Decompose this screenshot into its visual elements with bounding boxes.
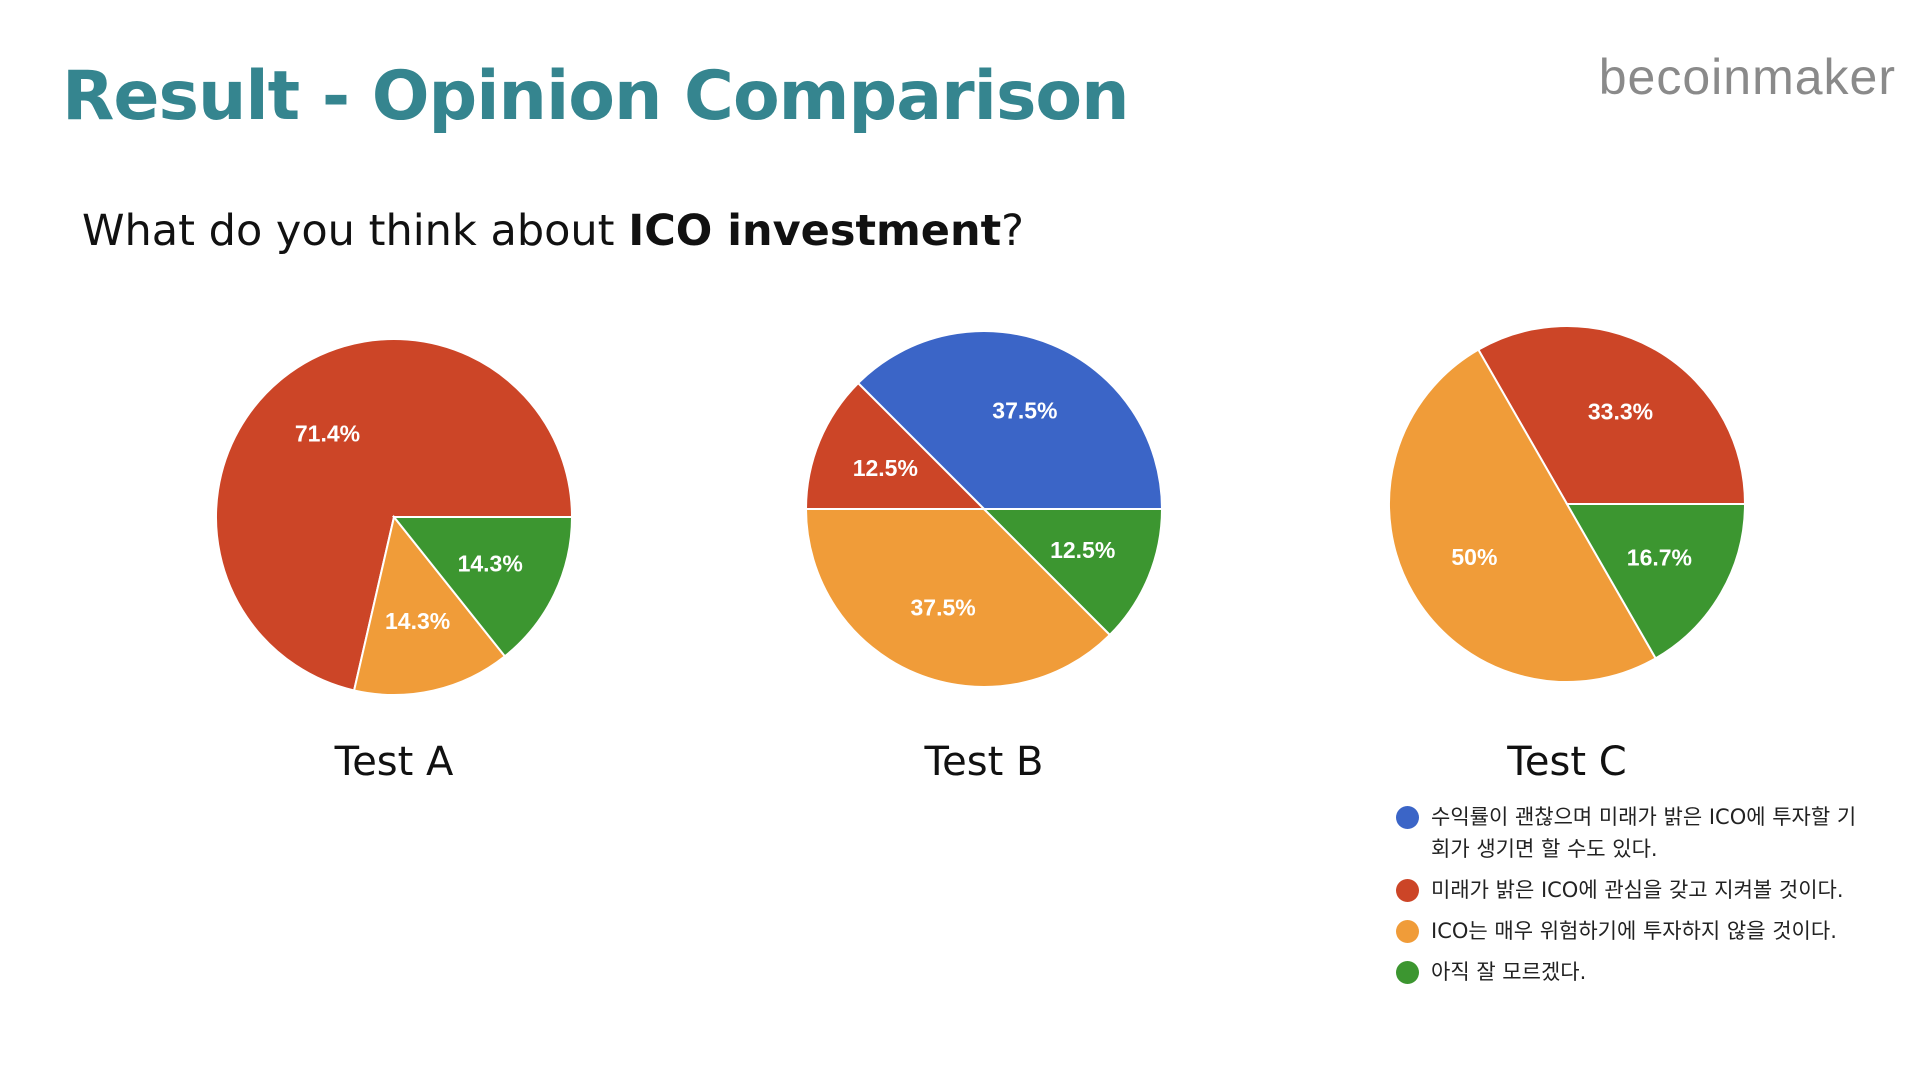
slice-label: 14.3% — [385, 608, 450, 634]
legend-item: 미래가 밝은 ICO에 관심을 갖고 지켜볼 것이다. — [1396, 874, 1866, 906]
question-prefix: What do you think about — [82, 206, 629, 256]
slice-label: 50% — [1451, 544, 1497, 570]
pie-slice — [391, 516, 574, 658]
slice-label: 37.5% — [992, 397, 1057, 423]
legend-swatch — [1396, 879, 1419, 902]
pie-slice — [856, 330, 1164, 510]
question-bold: ICO investment — [628, 206, 1002, 256]
pie-slice — [1387, 348, 1658, 683]
legend-swatch — [1396, 920, 1419, 943]
pie-chart-test-a: 71.4% 14.3% 14.3% Test A — [215, 338, 574, 785]
pie-slice — [352, 514, 507, 696]
legend-label: ICO는 매우 위험하기에 투자하지 않을 것이다. — [1431, 919, 1837, 943]
slice-label: 12.5% — [853, 455, 918, 481]
legend-swatch — [1396, 961, 1419, 984]
chart-title: Test C — [1506, 739, 1626, 785]
slice-label: 14.3% — [458, 550, 523, 576]
pie-slice — [215, 338, 574, 692]
legend-item: 수익률이 괜찮으며 미래가 밝은 ICO에 투자할 기회가 생기면 할 수도 있… — [1396, 801, 1866, 865]
pie-chart-test-b: 37.5% 12.5% 37.5% 12.5% Test B — [804, 330, 1164, 785]
pie-slice — [804, 508, 1112, 688]
legend-swatch — [1396, 806, 1419, 829]
question-suffix: ? — [1001, 206, 1024, 256]
pie-slice — [1565, 503, 1747, 660]
legend-label: 미래가 밝은 ICO에 관심을 갖고 지켜볼 것이다. — [1431, 878, 1844, 902]
survey-question: What do you think about ICO investment? — [82, 206, 1024, 256]
chart-title: Test A — [334, 739, 454, 785]
slice-label: 71.4% — [295, 420, 360, 446]
pie-slice — [981, 508, 1164, 637]
slice-label: 16.7% — [1627, 545, 1692, 571]
legend-label: 수익률이 괜찮으며 미래가 밝은 ICO에 투자할 기회가 생기면 할 수도 있… — [1431, 805, 1857, 861]
pie-slice — [804, 381, 987, 510]
pie-slice — [1476, 325, 1747, 505]
slice-label: 37.5% — [910, 595, 975, 621]
chart-title: Test B — [924, 739, 1044, 785]
legend-label: 아직 잘 모르겠다. — [1431, 960, 1587, 984]
slice-label: 12.5% — [1050, 537, 1115, 563]
legend-item: ICO는 매우 위험하기에 투자하지 않을 것이다. — [1396, 915, 1866, 947]
brand-logo: becoinmaker — [1598, 49, 1896, 105]
chart-legend: 수익률이 괜찮으며 미래가 밝은 ICO에 투자할 기회가 생기면 할 수도 있… — [1396, 801, 1866, 997]
legend-item: 아직 잘 모르겠다. — [1396, 956, 1866, 988]
pie-chart-test-c: 33.3% 50% 16.7% Test C — [1387, 325, 1747, 785]
slice-label: 33.3% — [1588, 399, 1653, 425]
page-title: Result - Opinion Comparison — [62, 57, 1130, 136]
